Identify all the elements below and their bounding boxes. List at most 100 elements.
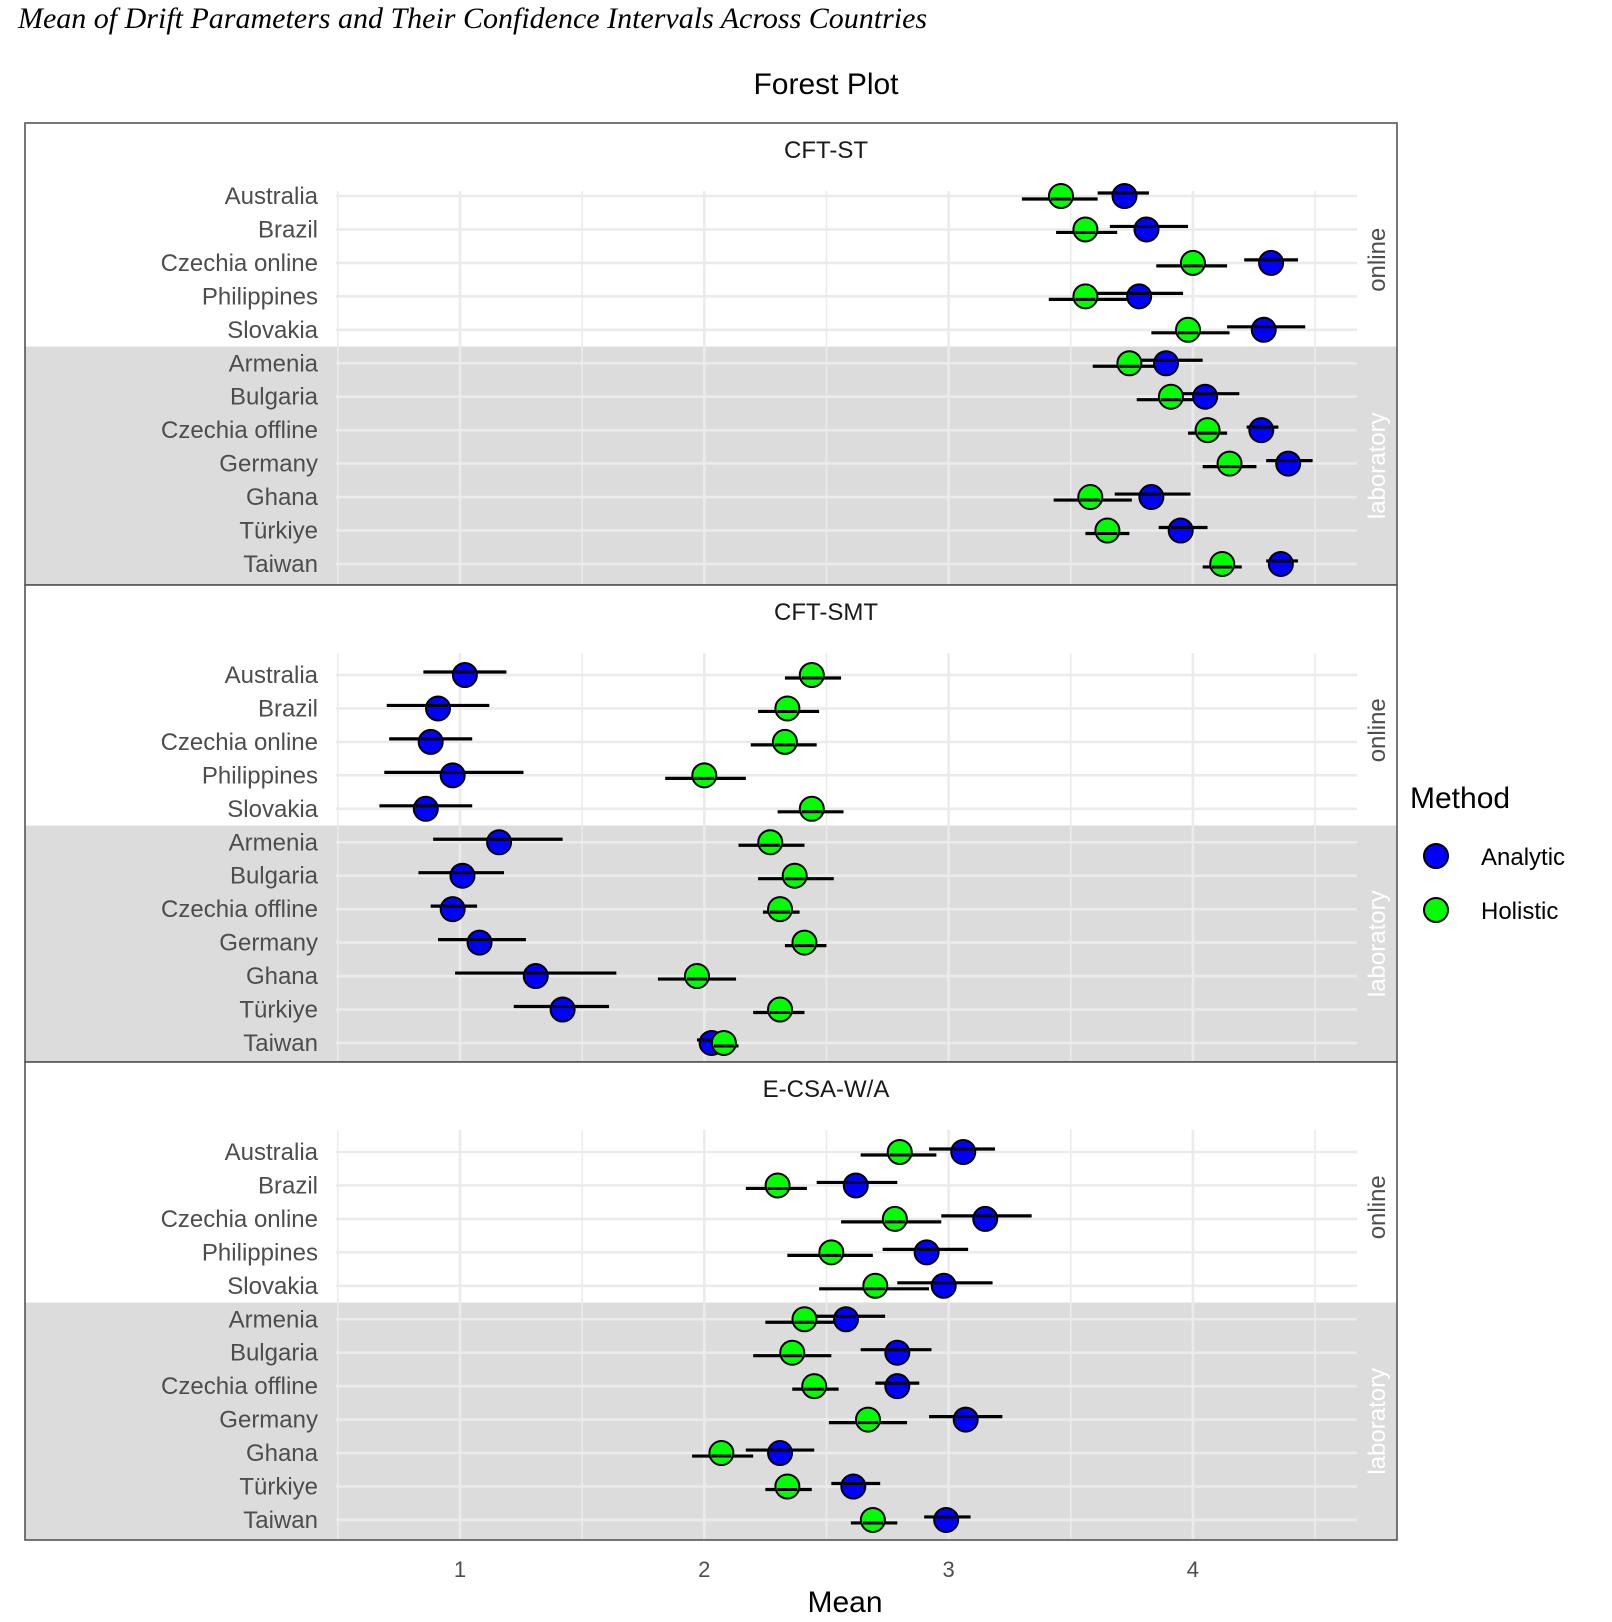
point-analytic	[767, 1440, 794, 1467]
legend-title: Method	[1410, 782, 1510, 815]
row-label: Türkiye	[239, 518, 318, 545]
row-label: Slovakia	[227, 796, 318, 823]
point-analytic	[466, 929, 493, 956]
point-analytic	[522, 963, 549, 990]
point-analytic	[486, 829, 513, 856]
x-axis-title: Mean	[807, 1586, 882, 1619]
x-tick-label: 4	[1187, 1557, 1199, 1582]
row-label: Ghana	[246, 484, 319, 511]
point-holistic	[1209, 550, 1236, 577]
row-label: Philippines	[202, 762, 318, 789]
point-holistic	[1116, 350, 1143, 377]
point-holistic	[1072, 216, 1099, 243]
point-holistic	[798, 662, 825, 688]
row-label: Bulgaria	[230, 863, 319, 890]
point-holistic	[779, 1339, 806, 1366]
row-label: Brazil	[258, 216, 318, 243]
point-holistic	[791, 929, 818, 956]
point-analytic	[884, 1339, 911, 1366]
point-holistic	[757, 829, 784, 856]
row-label: Ghana	[246, 1440, 319, 1467]
row-label: Australia	[225, 183, 319, 210]
row-label: Germany	[219, 930, 318, 957]
point-analytic	[950, 1139, 977, 1165]
point-holistic	[1077, 484, 1104, 511]
point-analytic	[952, 1406, 979, 1433]
point-holistic	[1179, 249, 1206, 276]
point-analytic	[1167, 517, 1194, 544]
point-holistic	[862, 1272, 889, 1299]
point-analytic	[1153, 350, 1180, 377]
row-group-label-laboratory: laboratory	[1364, 890, 1391, 997]
row-label: Taiwan	[243, 1030, 318, 1057]
facet-panel-e-csa-w-a: online laboratory E-CSA-W/A Australia Brazil…	[24, 1061, 1398, 1541]
row-label: Philippines	[202, 283, 318, 310]
row-label: Bulgaria	[230, 1340, 319, 1367]
row-label: Germany	[219, 1407, 318, 1434]
row-label: Czechia online	[161, 250, 318, 277]
facet-panel-cft-smt: online laboratory CFT-SMT Australia Brazil Cz…	[24, 584, 1398, 1063]
point-analytic	[412, 795, 439, 822]
point-holistic	[774, 695, 801, 722]
point-holistic	[764, 1172, 791, 1199]
page-title: Mean of Drift Parameters and Their Confi…	[18, 2, 928, 35]
legend-label-holistic: Holistic	[1481, 898, 1558, 925]
row-label: Armenia	[229, 1306, 319, 1333]
row-label: Türkiye	[239, 1474, 318, 1501]
point-holistic	[781, 862, 808, 889]
point-analytic	[1133, 216, 1160, 243]
point-holistic	[798, 795, 825, 822]
point-holistic	[708, 1440, 735, 1467]
row-label: Armenia	[229, 829, 319, 856]
group-shade-laboratory	[25, 1302, 1397, 1540]
row-label: Czechia offline	[161, 1373, 318, 1400]
row-group-label-online: online	[1364, 1175, 1391, 1239]
row-group-label-laboratory: laboratory	[1364, 412, 1391, 519]
point-analytic	[1248, 417, 1275, 444]
panel-strip-title: E-CSA-W/A	[763, 1076, 890, 1103]
point-holistic	[1094, 517, 1121, 544]
row-group-label-laboratory: laboratory	[1364, 1368, 1391, 1475]
point-holistic	[791, 1306, 818, 1333]
point-analytic	[439, 762, 466, 789]
point-holistic	[859, 1506, 886, 1533]
x-tick-label: 1	[454, 1557, 466, 1582]
point-analytic	[930, 1272, 957, 1299]
row-label: Bulgaria	[230, 384, 319, 411]
point-holistic	[818, 1239, 845, 1266]
point-holistic	[767, 896, 794, 923]
x-axis: 1 2 3 4	[454, 1557, 1199, 1582]
row-label: Armenia	[229, 350, 319, 377]
point-holistic	[801, 1373, 828, 1400]
point-analytic	[1126, 283, 1153, 310]
point-analytic	[1138, 484, 1165, 511]
row-label: Australia	[225, 1139, 319, 1166]
point-analytic	[933, 1506, 960, 1533]
point-holistic	[886, 1139, 913, 1165]
row-label: Australia	[225, 662, 319, 689]
point-analytic	[832, 1306, 859, 1333]
row-label: Czechia offline	[161, 417, 318, 444]
row-group-label-online: online	[1364, 698, 1391, 762]
point-analytic	[972, 1205, 999, 1232]
legend-label-analytic: Analytic	[1481, 844, 1565, 871]
point-holistic	[1175, 316, 1202, 343]
point-analytic	[449, 862, 476, 889]
point-analytic	[1111, 183, 1138, 209]
point-analytic	[840, 1473, 867, 1500]
point-analytic	[1275, 450, 1302, 477]
row-label: Brazil	[258, 1172, 318, 1199]
point-analytic	[842, 1172, 869, 1199]
legend: Method Analytic Holistic	[1410, 782, 1565, 925]
row-label: Brazil	[258, 695, 318, 722]
row-label: Czechia online	[161, 729, 318, 756]
x-tick-label: 2	[698, 1557, 710, 1582]
row-label: Czechia offline	[161, 896, 318, 923]
point-holistic	[1047, 183, 1074, 209]
legend-key-holistic	[1423, 897, 1449, 923]
facet-panel-cft-st: online laboratory CFT-ST Australia Brazil Cze…	[24, 122, 1398, 586]
point-holistic	[1216, 450, 1243, 477]
point-holistic	[710, 1029, 737, 1056]
point-holistic	[771, 728, 798, 755]
row-label: Slovakia	[227, 1273, 318, 1300]
